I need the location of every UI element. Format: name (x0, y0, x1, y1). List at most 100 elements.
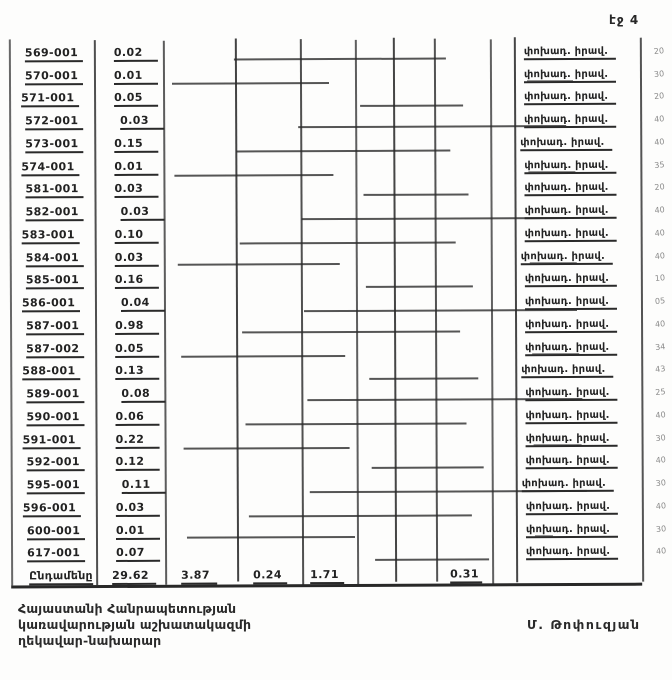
total-label: Ընդամենը (29, 569, 94, 586)
row-empty-cell (435, 424, 491, 447)
row-margin-cell: 40 (642, 537, 672, 560)
row-empty-cell (163, 38, 235, 61)
row-empty-cell (355, 129, 393, 152)
row-code-cell: 582-001 (10, 198, 95, 222)
row-margin-mark: 20 (653, 91, 665, 102)
row-code-cell: 595-001 (11, 471, 96, 495)
row-note-cell: փոխադ. իրավ. (515, 310, 641, 333)
row-empty-cell (356, 288, 394, 311)
row-empty-cell (357, 447, 395, 470)
row-code-cell: 588-001 (10, 358, 95, 381)
row-code-cell: 591-001 (10, 426, 95, 449)
row-empty-cell (435, 310, 491, 333)
row-empty-cell (355, 61, 393, 84)
row-empty-cell (393, 174, 434, 197)
row-note: փոխադ. իրավ. (525, 523, 618, 538)
row-empty-cell (434, 60, 490, 83)
row-value-cell: 0.08 (95, 380, 166, 403)
row-empty-cell (165, 516, 237, 539)
row-code: 592-001 (26, 455, 85, 472)
table-row: 589-001 0.08 փոխադ. իրավ. 25 (10, 378, 671, 404)
row-empty-cell (235, 38, 300, 61)
row-margin-mark: 30 (655, 478, 667, 489)
row-empty-cell (236, 197, 301, 220)
row-value-cell: 0.98 (95, 312, 164, 335)
row-empty-cell (164, 266, 236, 289)
row-margin-cell: 40 (640, 128, 670, 151)
row-margin-mark: 43 (654, 364, 666, 375)
row-value: 0.16 (114, 273, 159, 290)
row-empty-cell (301, 379, 356, 402)
row-empty-cell (357, 538, 395, 561)
row-code: 589-001 (26, 387, 85, 404)
row-value: 0.05 (115, 341, 160, 358)
row-empty-cell (235, 152, 300, 175)
row-margin-cell: 40 (642, 446, 672, 469)
total-value-col2: 29.62 (112, 568, 157, 585)
row-note-cell: փոխադ. իրավ. (516, 514, 642, 538)
row-empty-cell (164, 334, 236, 357)
row-empty-cell (436, 470, 492, 493)
row-note-cell: փոխադ. իրավ. (515, 241, 641, 265)
row-note-cell: փոխադ. իրավ. (516, 537, 642, 561)
table-row: 574-001 0.01 փոխադ. իրավ. 35 (9, 150, 670, 176)
row-empty-cell (490, 105, 514, 128)
row-empty-cell (165, 448, 237, 471)
row-note-cell: փոխադ. իրավ. (514, 37, 640, 60)
total-label-cell: Ընդամենը (11, 562, 96, 586)
table-row: 587-001 0.98 փոխադ. իրավ. 40 (10, 310, 671, 336)
row-value-cell: 0.01 (94, 153, 163, 176)
row-code-cell: 587-001 (10, 312, 95, 336)
row-empty-cell (435, 288, 491, 311)
row-empty-cell (491, 265, 515, 288)
row-value: 0.07 (116, 546, 161, 563)
row-empty-cell (236, 425, 301, 448)
row-code: 570-001 (24, 68, 84, 85)
row-empty-cell (436, 515, 492, 538)
row-value: 0.10 (114, 227, 159, 244)
row-empty-cell (236, 311, 301, 334)
row-margin-mark: 40 (654, 250, 666, 261)
row-margin-cell: 40 (641, 241, 671, 264)
row-empty-cell (235, 61, 300, 84)
row-value: 0.03 (114, 250, 159, 267)
row-empty-cell (492, 447, 516, 470)
row-note-cell: փոխադ. իրավ. (516, 492, 642, 515)
row-code-cell: 572-001 (9, 107, 94, 131)
row-empty-cell (237, 493, 302, 516)
row-code-cell: 586-001 (10, 289, 95, 313)
row-code-cell: 587-002 (10, 335, 95, 358)
row-margin-mark: 40 (654, 205, 666, 216)
row-empty-cell (301, 288, 356, 311)
row-code-cell: 571-001 (9, 85, 94, 108)
row-margin-cell: 40 (641, 310, 671, 333)
row-value-cell: 0.03 (96, 494, 165, 517)
row-empty-cell (394, 288, 435, 311)
row-empty-cell (435, 265, 491, 288)
row-value-cell: 0.03 (95, 198, 165, 221)
total-value-cell: 3.87 (165, 561, 237, 585)
row-margin-mark: 40 (654, 318, 666, 329)
row-value-cell: 0.22 (95, 426, 164, 449)
row-note: փոխադ. իրավ. (524, 227, 617, 242)
row-code: 587-001 (26, 318, 85, 336)
table-row: 588-001 0.13 փոխադ. իրավ. 43 (10, 355, 671, 381)
row-empty-cell (491, 401, 515, 424)
row-empty-cell (165, 471, 237, 494)
row-margin-mark: 30 (655, 432, 667, 443)
row-code: 596-001 (22, 500, 81, 518)
row-empty-cell (491, 242, 515, 265)
row-margin-cell: 25 (641, 378, 671, 401)
row-code: 585-001 (25, 273, 84, 290)
row-empty-cell (301, 243, 356, 266)
row-margin-mark: 35 (653, 159, 666, 170)
row-empty-cell (394, 379, 435, 402)
row-note: փոխադ. իրավ. (524, 204, 617, 220)
row-empty-cell (395, 515, 436, 538)
row-code-cell: 574-001 (9, 153, 94, 176)
row-note-cell: փոխադ. իրավ. (516, 446, 642, 470)
row-value: 0.03 (114, 182, 159, 199)
row-empty-cell (237, 448, 302, 471)
row-empty-cell (435, 242, 491, 265)
row-empty-cell (394, 220, 435, 243)
